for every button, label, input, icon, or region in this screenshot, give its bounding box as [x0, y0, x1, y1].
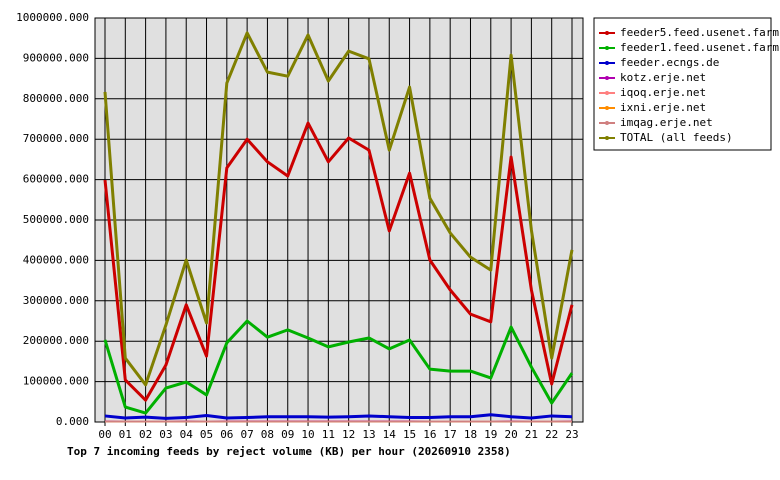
y-tick-label: 300000.000: [23, 294, 89, 307]
legend-dot: [605, 76, 609, 80]
x-tick-label: 06: [220, 428, 233, 441]
x-tick-label: 07: [241, 428, 254, 441]
x-tick-label: 20: [504, 428, 517, 441]
legend-dot: [605, 106, 609, 110]
legend-label: kotz.erje.net: [620, 71, 706, 84]
series-line: [103, 121, 574, 402]
y-tick-label: 500000.000: [23, 213, 89, 226]
legend-label: feeder5.feed.usenet.farm: [620, 26, 779, 39]
y-tick-label: 100000.000: [23, 375, 89, 388]
x-tick-label: 04: [180, 428, 194, 441]
legend-label: feeder.ecngs.de: [620, 56, 719, 69]
legend-box: [593, 17, 772, 151]
chart-title: Top 7 incoming feeds by reject volume (K…: [67, 445, 511, 458]
y-tick-label: 400000.000: [23, 253, 89, 266]
x-tick-label: 12: [342, 428, 355, 441]
x-tick-label: 15: [403, 428, 416, 441]
y-tick-label: 800000.000: [23, 92, 89, 105]
legend-label: imqag.erje.net: [620, 116, 713, 129]
legend-dot: [605, 121, 609, 125]
y-tick-label: 600000.000: [23, 173, 89, 186]
x-tick-label: 11: [322, 428, 335, 441]
x-tick-label: 05: [200, 428, 213, 441]
y-tick-label: 700000.000: [23, 132, 89, 145]
x-tick-label: 17: [444, 428, 457, 441]
x-tick-label: 09: [281, 428, 294, 441]
x-tick-label: 16: [423, 428, 436, 441]
y-tick-label: 200000.000: [23, 334, 89, 347]
x-tick-label: 23: [565, 428, 578, 441]
x-tick-label: 14: [383, 428, 397, 441]
x-tick-label: 01: [119, 428, 132, 441]
legend-label: ixni.erje.net: [620, 101, 706, 114]
x-tick-label: 02: [139, 428, 152, 441]
series-line: [103, 319, 574, 415]
legend-label: TOTAL (all feeds): [620, 131, 733, 144]
legend-label: iqoq.erje.net: [620, 86, 706, 99]
y-tick-label: 1000000.000: [16, 11, 89, 24]
legend-dot: [605, 91, 609, 95]
series-line: [103, 31, 574, 387]
x-tick-label: 22: [545, 428, 558, 441]
legend-dot: [605, 31, 609, 35]
y-tick-label: 0.000: [56, 415, 89, 428]
x-tick-label: 21: [525, 428, 538, 441]
legend-dot: [605, 136, 609, 140]
legend-label: feeder1.feed.usenet.farm: [620, 41, 779, 54]
legend-dot: [605, 61, 609, 65]
legend-dot: [605, 46, 609, 50]
x-tick-label: 00: [98, 428, 111, 441]
x-tick-label: 18: [464, 428, 477, 441]
y-tick-label: 900000.000: [23, 51, 89, 64]
x-tick-label: 13: [362, 428, 375, 441]
x-tick-label: 10: [301, 428, 314, 441]
series-line: [104, 413, 573, 420]
x-tick-label: 19: [484, 428, 497, 441]
x-tick-label: 03: [159, 428, 172, 441]
x-tick-label: 08: [261, 428, 274, 441]
